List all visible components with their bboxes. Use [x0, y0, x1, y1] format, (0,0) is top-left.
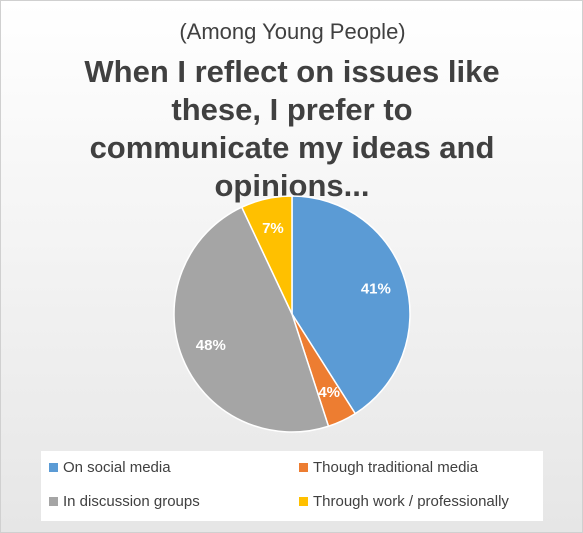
legend-item: In discussion groups — [49, 493, 200, 510]
data-label: 4% — [318, 384, 340, 401]
legend-item: Through work / professionally — [299, 493, 509, 510]
data-label: 41% — [361, 281, 391, 298]
legend-item: On social media — [49, 459, 171, 476]
legend-item: Though traditional media — [299, 459, 478, 476]
pie-slice — [240, 195, 293, 315]
data-label: 7% — [262, 220, 284, 237]
legend-swatch — [299, 497, 308, 506]
legend-label: Through work / professionally — [313, 493, 509, 510]
legend-swatch — [49, 497, 58, 506]
data-label: 48% — [196, 337, 226, 354]
legend-label: On social media — [63, 459, 171, 476]
pie-slice — [173, 206, 330, 433]
legend-swatch — [299, 463, 308, 472]
chart-subtitle: (Among Young People) — [179, 19, 406, 44]
legend: On social media Though traditional media I… — [41, 451, 543, 521]
legend-label: Though traditional media — [313, 459, 479, 476]
legend-label: In discussion groups — [63, 493, 200, 510]
legend-swatch — [49, 463, 58, 472]
